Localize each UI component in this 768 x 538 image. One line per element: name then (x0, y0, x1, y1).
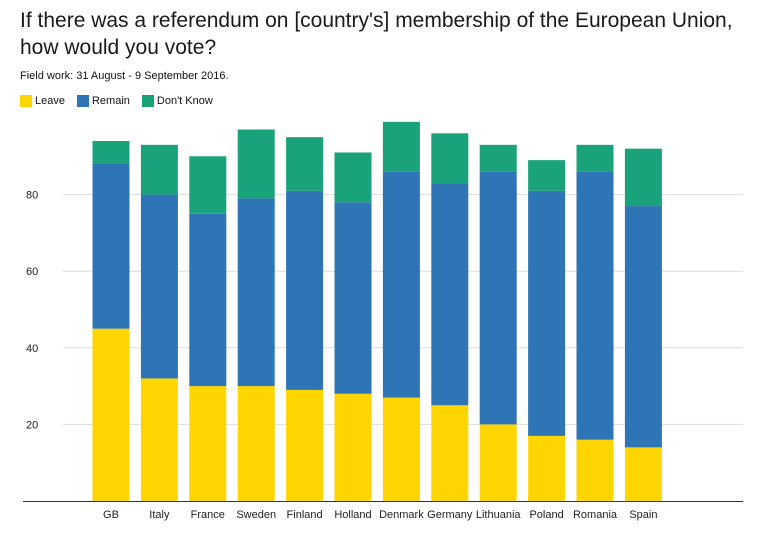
bar-italy-remain[interactable] (140, 194, 178, 379)
bar-romania-leave[interactable] (576, 439, 614, 501)
x-tick-label-gb: GB (103, 509, 119, 521)
bar-sweden-don-t-know[interactable] (237, 129, 275, 199)
bar-spain-remain[interactable] (624, 206, 662, 448)
legend-swatch-leave (20, 95, 32, 107)
y-tick-label-20: 20 (26, 419, 38, 431)
bar-gb-leave[interactable] (92, 328, 130, 501)
x-tick-label-lithuania: Lithuania (476, 509, 522, 521)
bar-spain-leave[interactable] (624, 447, 662, 501)
x-tick-label-spain: Spain (629, 509, 657, 521)
bar-finland-don-t-know[interactable] (286, 137, 324, 191)
bar-holland-remain[interactable] (334, 202, 372, 394)
legend-swatch-remain (76, 95, 89, 107)
x-tick-label-holland: Holland (334, 509, 371, 521)
bar-france-remain[interactable] (189, 213, 227, 387)
bar-denmark-don-t-know[interactable] (382, 121, 420, 172)
bar-italy-leave[interactable] (140, 378, 178, 501)
x-tick-label-finland: Finland (287, 509, 323, 521)
x-tick-label-romania: Romania (573, 509, 618, 521)
bar-france-leave[interactable] (189, 386, 227, 501)
legend-item-dont-know[interactable]: Don't Know (141, 95, 213, 107)
legend-label-dont-know: Don't Know (156, 95, 213, 107)
bar-holland-don-t-know[interactable] (334, 152, 372, 203)
bar-denmark-leave[interactable] (382, 397, 420, 501)
x-tick-label-france: France (191, 509, 225, 521)
legend-item-remain[interactable]: Remain (76, 95, 130, 107)
y-tick-label-40: 40 (26, 343, 38, 355)
legend-swatch-dont-know (141, 95, 154, 107)
y-tick-label-80: 80 (26, 190, 38, 202)
bar-sweden-remain[interactable] (237, 198, 275, 387)
chart-title: If there was a referendum on [country's]… (20, 9, 733, 59)
bar-poland-don-t-know[interactable] (528, 160, 566, 191)
chart-subtitle: Field work: 31 August - 9 September 2016… (20, 70, 229, 82)
bar-finland-remain[interactable] (286, 190, 324, 390)
bar-lithuania-don-t-know[interactable] (479, 144, 517, 172)
bar-germany-remain[interactable] (431, 183, 469, 406)
bar-poland-leave[interactable] (528, 435, 566, 501)
bar-germany-leave[interactable] (431, 405, 469, 501)
x-tick-label-poland: Poland (529, 509, 563, 521)
bar-denmark-remain[interactable] (382, 171, 420, 398)
bar-germany-don-t-know[interactable] (431, 133, 469, 184)
y-tick-label-60: 60 (26, 266, 38, 278)
x-tick-label-italy: Italy (149, 509, 170, 521)
legend-label-remain: Remain (91, 95, 130, 107)
bar-italy-don-t-know[interactable] (140, 144, 178, 195)
bar-lithuania-remain[interactable] (479, 171, 517, 425)
bar-lithuania-leave[interactable] (479, 424, 517, 501)
x-tick-label-germany: Germany (427, 509, 473, 521)
bar-holland-leave[interactable] (334, 393, 372, 501)
bar-gb-don-t-know[interactable] (92, 140, 130, 164)
bar-sweden-leave[interactable] (237, 386, 275, 501)
x-tick-label-sweden: Sweden (236, 509, 276, 521)
bar-romania-don-t-know[interactable] (576, 144, 614, 172)
legend-label-leave: Leave (35, 95, 65, 107)
bar-finland-leave[interactable] (286, 389, 324, 501)
bar-romania-remain[interactable] (576, 171, 614, 440)
legend-item-leave[interactable]: Leave (20, 95, 65, 107)
bar-france-don-t-know[interactable] (189, 156, 227, 214)
bar-poland-remain[interactable] (528, 190, 566, 436)
legend: Leave Remain Don't Know (20, 95, 213, 107)
bar-gb-remain[interactable] (92, 163, 130, 329)
bar-spain-don-t-know[interactable] (624, 148, 662, 207)
x-tick-label-denmark: Denmark (379, 509, 424, 521)
